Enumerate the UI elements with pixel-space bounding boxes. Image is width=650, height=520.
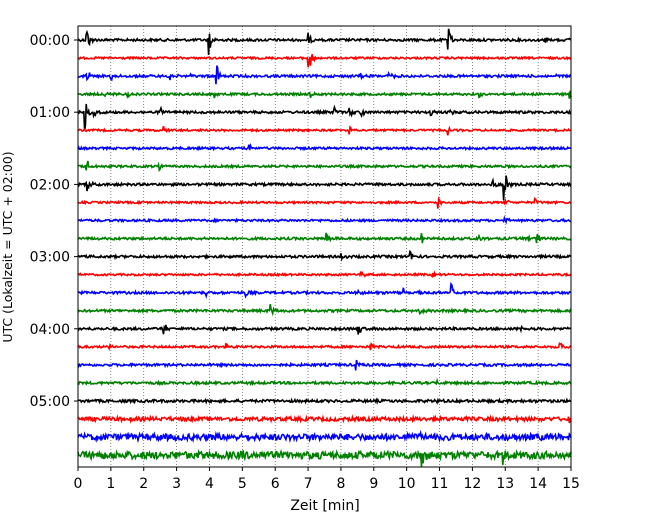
y-axis: 00:00 01:00 02:00 03:00 04:00 05:00 [30,33,78,410]
y-tick-label: 05:00 [30,394,70,410]
x-tick-label: 15 [562,476,580,492]
trace-line-0515 [77,414,572,424]
trace-line-0315 [77,270,572,279]
x-tick-label: 4 [205,476,214,492]
trace-line-0345 [77,303,572,317]
trace-line-0030 [77,65,572,85]
trace-group [77,28,572,467]
trace-line-0300 [77,249,572,262]
x-tick-label: 12 [463,476,481,492]
trace-line-0230 [77,215,572,225]
trace-line-0545 [77,448,572,467]
x-tick-label: 5 [238,476,247,492]
y-tick-label: 01:00 [30,105,70,121]
trace-line-0245 [77,232,572,244]
y-tick-label: 03:00 [30,250,70,266]
x-tick-label: 14 [529,476,547,492]
trace-line-0115 [77,125,571,136]
x-tick-label: 13 [496,476,514,492]
trace-line-0400 [77,324,572,335]
y-tick-label: 02:00 [30,177,70,193]
trace-line-0000 [77,28,572,56]
y-tick-label: 00:00 [30,33,70,49]
x-tick-label: 8 [336,476,345,492]
y-axis-label: UTC (Lokalzeit = UTC + 02:00) [0,151,15,342]
plot-frame [77,25,572,468]
x-tick-label: 6 [271,476,280,492]
x-tick-label: 2 [139,476,148,492]
x-tick-label: 1 [106,476,115,492]
trace-line-0530 [77,429,572,444]
y-tick-label: 04:00 [30,322,70,338]
x-tick-label: 0 [74,476,83,492]
trace-line-0130 [77,142,572,152]
trace-line-0415 [77,342,572,351]
trace-line-0445 [77,377,572,387]
x-tick-label: 10 [398,476,416,492]
trace-line-0145 [77,160,572,173]
trace-line-0045 [77,90,572,99]
trace-line-0430 [77,359,572,371]
trace-line-0500 [77,397,572,405]
trace-line-0330 [77,282,572,299]
x-tick-label: 3 [172,476,181,492]
x-axis-label: Zeit [min] [290,498,359,514]
x-tick-label: 7 [304,476,313,492]
trace-line-0100 [77,103,572,131]
x-tick-label: 11 [431,476,449,492]
trace-line-0015 [77,54,572,68]
x-axis: 0 1 2 3 4 5 6 7 8 9 10 11 12 13 14 15 [74,467,580,492]
trace-line-0200 [77,175,572,201]
x-tick-label: 9 [369,476,378,492]
trace-line-0215 [77,196,572,209]
